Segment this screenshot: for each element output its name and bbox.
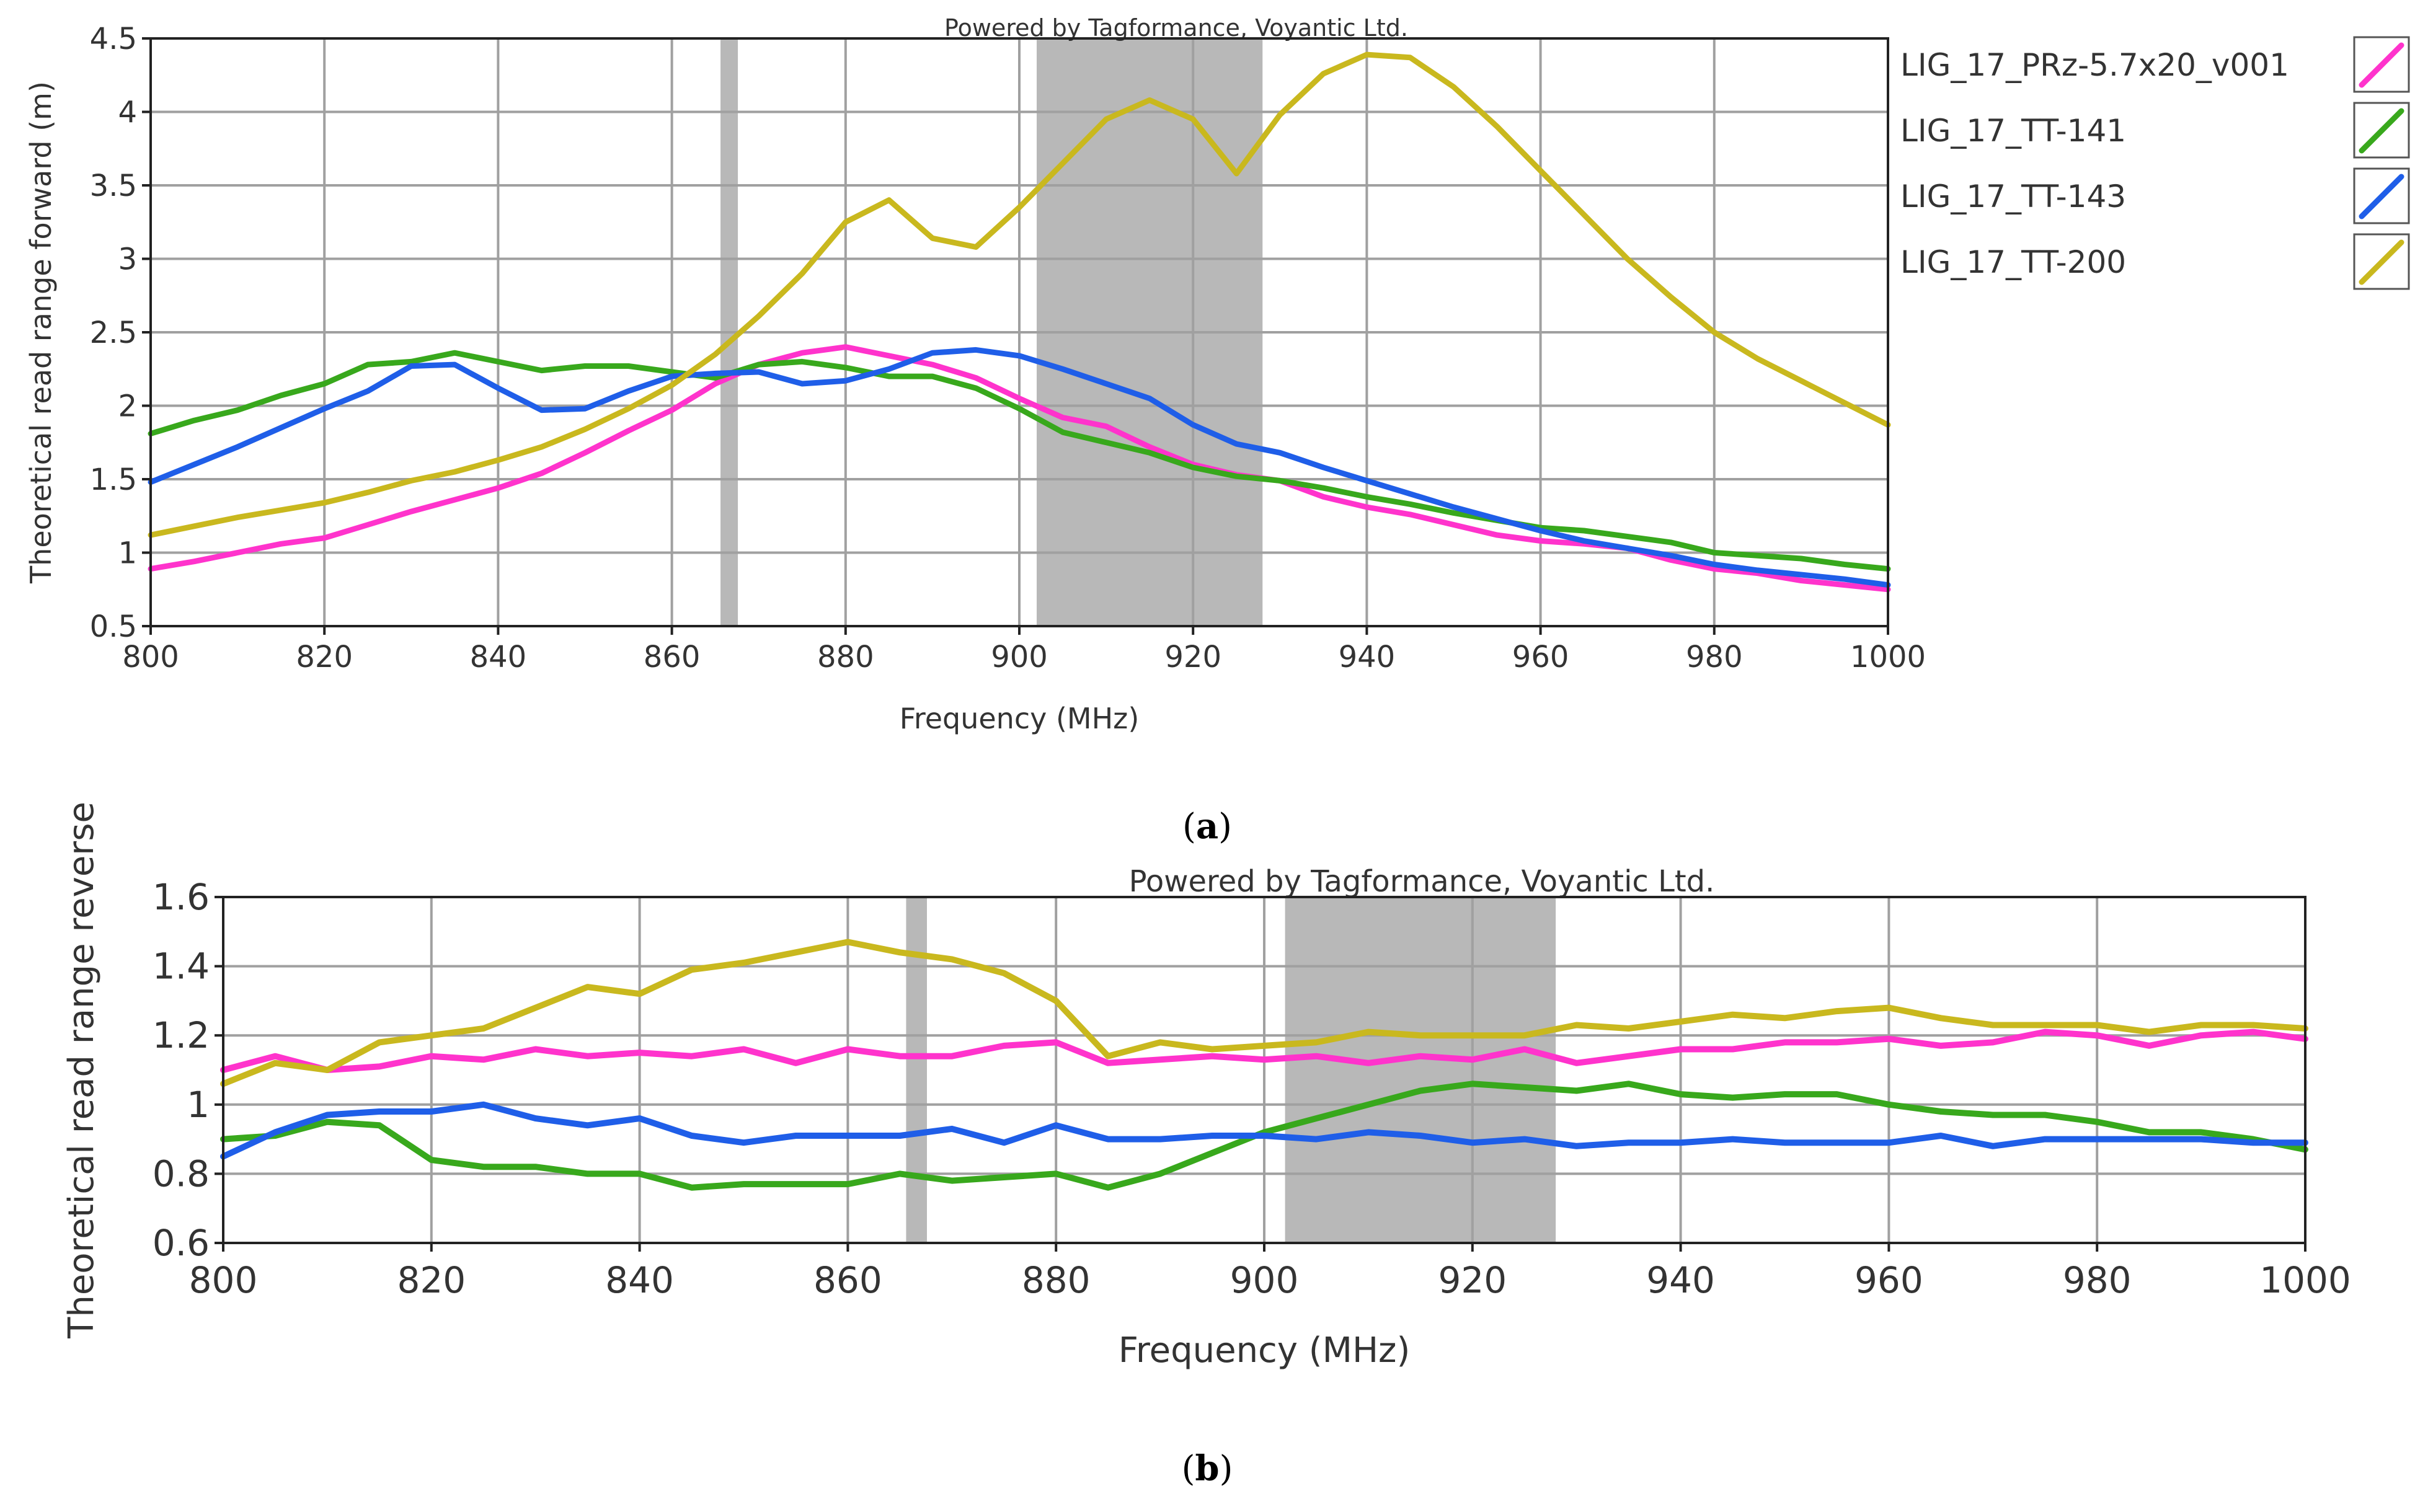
legend: LIG_17_PRz-5.7x20_v001 LIG_17_TT-141 LIG_1… [1900, 36, 2410, 290]
legend-swatch-line-3 [2359, 174, 2404, 219]
legend-swatch-line-4 [2359, 239, 2404, 285]
chart-reverse: Powered by Tagformance, Voyantic Ltd. 800… [61, 802, 2351, 1371]
x-tick-label: 860 [644, 640, 701, 674]
x-tick-label: 980 [2063, 1259, 2132, 1301]
y-tick-label: 3.5 [90, 169, 137, 203]
series-line-4 [220, 939, 2308, 1087]
shaded-band-2 [1285, 897, 1556, 1243]
y-tick-label: 1 [187, 1084, 210, 1126]
x-tick-label: 880 [1022, 1259, 1091, 1301]
x-tick-label: 800 [189, 1259, 258, 1301]
x-tick-label: 980 [1686, 640, 1743, 674]
x-tick-label: 860 [813, 1259, 882, 1301]
x-tick-label: 880 [817, 640, 874, 674]
x-tick-label: 1000 [2259, 1259, 2351, 1301]
x-tick-label: 840 [605, 1259, 674, 1301]
panel-label-b: (b) [1182, 1448, 1233, 1489]
x-tick-label: 960 [1512, 640, 1569, 674]
y-tick-label: 1.6 [153, 876, 210, 918]
x-tick-label: 840 [470, 640, 527, 674]
x-axis-title: Frequency (MHz) [1119, 1330, 1411, 1371]
series-line-3 [148, 347, 1891, 588]
y-tick-label: 0.8 [153, 1152, 210, 1195]
y-axis-title: Theoretical read range forward (m) [24, 81, 58, 584]
x-tick-label: 820 [296, 640, 353, 674]
legend-swatch-line-2 [2359, 108, 2404, 154]
legend-label-4: LIG_17_TT-200 [1900, 244, 2126, 280]
x-tick-label: 920 [1438, 1259, 1507, 1301]
series-line-2 [148, 350, 1891, 572]
y-axis-title: Theoretical read range reverse [61, 802, 102, 1339]
chart-watermark: Powered by Tagformance, Voyantic Ltd. [944, 14, 1408, 42]
chart-watermark: Powered by Tagformance, Voyantic Ltd. [1129, 864, 1715, 899]
legend-label-2: LIG_17_TT-141 [1900, 113, 2126, 149]
series-line-4 [148, 51, 1891, 538]
series-line-3 [220, 1101, 2308, 1160]
y-tick-label: 1.2 [153, 1014, 210, 1056]
y-tick-label: 2 [118, 389, 137, 424]
x-tick-label: 900 [991, 640, 1048, 674]
y-tick-label: 4 [118, 95, 137, 130]
x-tick-label: 1000 [1850, 640, 1926, 674]
x-tick-label: 940 [1646, 1259, 1715, 1301]
legend-label-1: LIG_17_PRz-5.7x20_v001 [1900, 47, 2289, 83]
y-tick-label: 4.5 [90, 22, 137, 56]
y-tick-label: 2.5 [90, 316, 137, 350]
x-tick-label: 920 [1164, 640, 1221, 674]
x-tick-label: 800 [122, 640, 179, 674]
y-tick-label: 1.5 [90, 462, 137, 497]
legend-label-3: LIG_17_TT-143 [1900, 179, 2126, 214]
series-line-2 [220, 1081, 2308, 1191]
y-tick-label: 0.6 [153, 1222, 210, 1264]
series-line-1 [220, 1028, 2308, 1073]
y-tick-label: 3 [118, 242, 137, 277]
x-tick-label: 960 [1854, 1259, 1923, 1301]
y-tick-label: 1.4 [153, 945, 210, 988]
chart-forward: Powered by Tagformance, Voyantic Ltd. 800… [24, 14, 1926, 735]
y-tick-label: 1 [118, 536, 137, 571]
x-axis-title: Frequency (MHz) [900, 702, 1140, 735]
legend-swatch-line-1 [2359, 42, 2404, 88]
y-tick-label: 0.5 [90, 609, 137, 644]
x-tick-label: 940 [1339, 640, 1396, 674]
shaded-band-1 [906, 897, 928, 1243]
x-tick-label: 900 [1230, 1259, 1299, 1301]
panel-label-a: (a) [1182, 806, 1232, 847]
x-tick-label: 820 [397, 1259, 466, 1301]
